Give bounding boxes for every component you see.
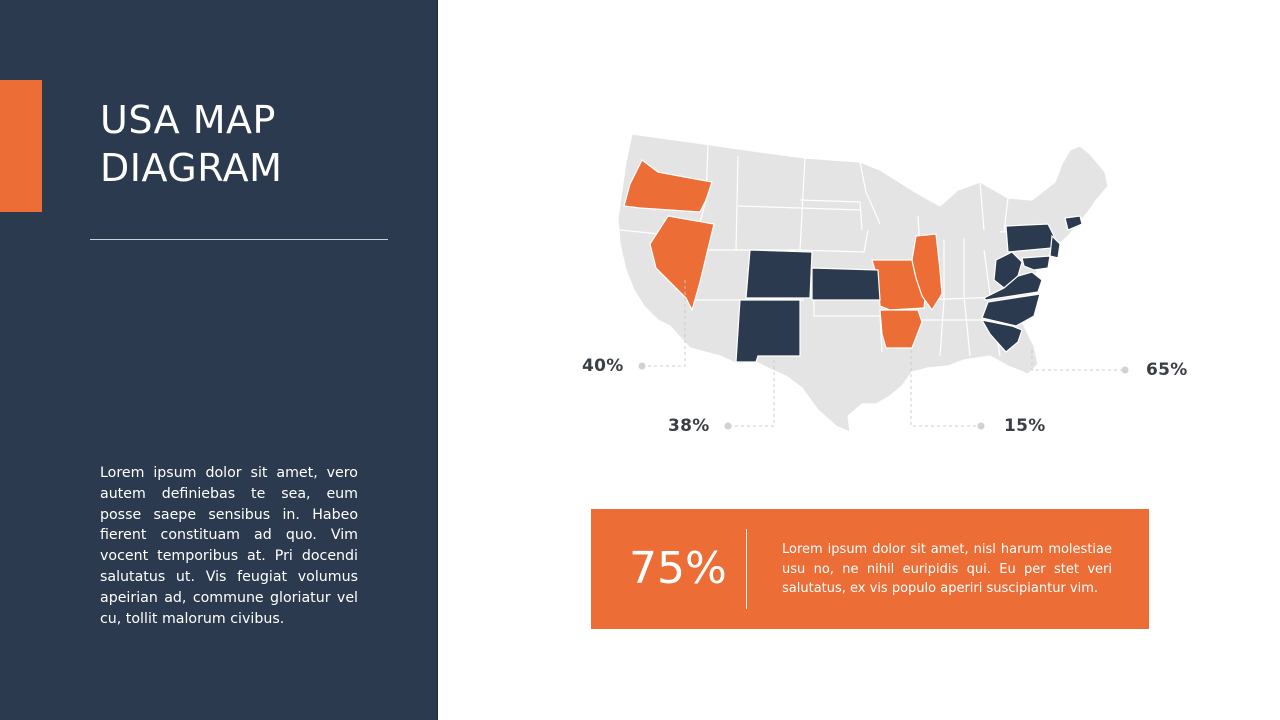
leader-dots <box>638 362 1129 430</box>
leader-line-65 <box>1031 350 1125 371</box>
leader-dot-15 <box>977 422 985 430</box>
stat-value: 75% <box>629 543 727 594</box>
leader-dot-65 <box>1121 366 1129 374</box>
state-south-carolina <box>980 319 1023 353</box>
leader-dot-38 <box>724 422 732 430</box>
state-illinois <box>911 233 943 312</box>
leader-lines <box>642 280 1125 427</box>
state-connecticut <box>1064 215 1083 231</box>
state-colorado <box>745 249 813 299</box>
stat-text: Lorem ipsum dolor sit amet, nisl harum m… <box>782 542 1112 596</box>
accent-bar <box>0 80 42 212</box>
state-new-jersey <box>1049 234 1061 259</box>
navy-states <box>735 215 1083 363</box>
callout-label-40: 40% <box>582 356 624 376</box>
leader-dot-40 <box>638 362 646 370</box>
state-new-mexico <box>735 299 801 363</box>
orange-states <box>623 159 943 349</box>
body-text: Lorem ipsum dolor sit amet, vero autem d… <box>100 465 358 627</box>
state-pennsylvania <box>1005 223 1055 253</box>
callout-label-65: 65% <box>1146 360 1188 380</box>
state-nevada <box>649 215 715 312</box>
left-panel: USA MAP DIAGRAM Lorem ipsum dolor sit am… <box>0 0 438 720</box>
leader-line-38 <box>728 360 775 427</box>
callout-label-38: 38% <box>668 416 710 436</box>
title-line-1: USA MAP <box>100 98 276 142</box>
leader-line-15 <box>910 350 980 427</box>
slide-title: USA MAP DIAGRAM <box>100 96 420 192</box>
state-arkansas <box>879 309 923 349</box>
state-kansas <box>811 267 881 301</box>
state-north-carolina <box>981 293 1041 327</box>
stat-separator <box>746 529 747 609</box>
stat-box: 75% Lorem ipsum dolor sit amet, nisl har… <box>591 509 1149 629</box>
title-divider <box>90 239 388 240</box>
leader-line-40 <box>642 280 686 367</box>
state-oregon <box>623 159 713 213</box>
usa-map <box>617 133 1129 433</box>
title-line-2: DIAGRAM <box>100 146 283 190</box>
state-maryland <box>1021 255 1051 271</box>
callout-label-15: 15% <box>1004 416 1046 436</box>
state-virginia <box>982 271 1043 301</box>
